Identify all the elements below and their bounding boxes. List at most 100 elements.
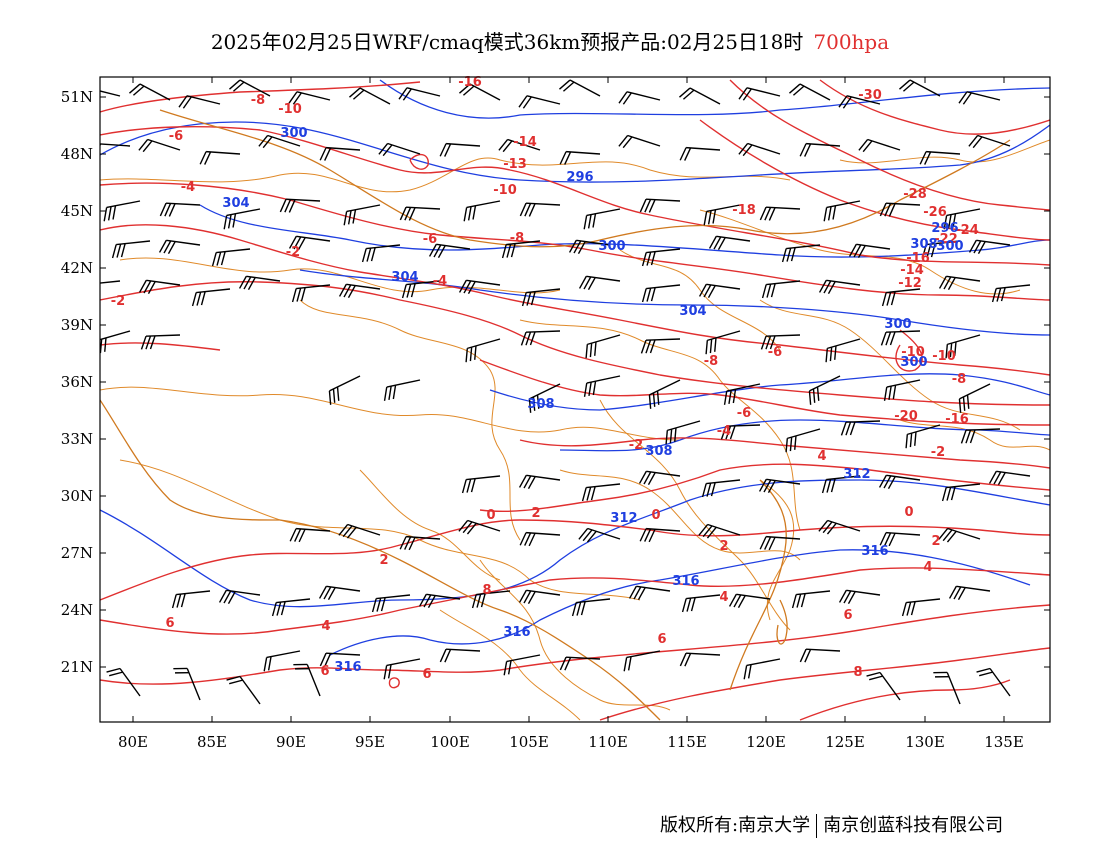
wind-barb — [288, 91, 331, 105]
wind-barb — [378, 142, 421, 157]
wind-barb — [328, 375, 361, 405]
wind-barb — [158, 239, 201, 255]
temp-label: 0 — [486, 508, 495, 523]
wind-barb — [371, 594, 411, 613]
title-text: 2025年02月25日WRF/cmaq模式36km预报产品:02月25日18时 — [210, 30, 804, 54]
wind-barb — [100, 142, 131, 157]
wind-barb — [728, 593, 771, 609]
lon-label: 90E — [276, 733, 306, 751]
wind-barb — [976, 667, 1011, 697]
wind-barb — [698, 523, 741, 539]
wind-barb — [618, 134, 661, 149]
wind-barb — [665, 420, 701, 445]
wind-barb — [571, 598, 611, 617]
wind-barb — [791, 590, 831, 609]
lon-label: 130E — [905, 733, 945, 751]
wind-barb — [628, 585, 671, 601]
temp-label: -30 — [858, 88, 882, 103]
temp-label: -8 — [952, 372, 966, 387]
company-text: 南京创蓝科技有限公司 — [823, 815, 1004, 836]
wind-barb — [258, 134, 301, 149]
wind-barb — [761, 280, 801, 299]
wind-barb — [159, 202, 201, 217]
wind-barb — [138, 138, 181, 153]
wind-barb — [968, 134, 1011, 149]
wind-barb — [338, 283, 381, 299]
wind-barb — [858, 138, 901, 153]
temp-label: 0 — [651, 508, 660, 523]
temp-label: -2 — [629, 438, 643, 453]
wind-barb — [738, 87, 781, 101]
wind-barb — [559, 150, 601, 165]
temp-label: -4 — [433, 274, 447, 289]
wind-barb — [463, 200, 501, 222]
temp-label: 6 — [422, 667, 431, 682]
temp-label: 0 — [904, 505, 913, 520]
wind-barb — [519, 531, 561, 547]
border-lines — [100, 139, 1050, 721]
wind-barb — [428, 243, 471, 259]
wind-barb — [263, 650, 301, 672]
wind-barb — [760, 334, 801, 350]
wind-barb — [866, 671, 901, 701]
wind-barb — [823, 200, 861, 222]
lat-label: 30N — [61, 487, 93, 505]
longitude-axis: 80E 85E 90E 95E 100E 105E 110E 115E 120E 125E 130E… — [118, 77, 1024, 751]
wind-barb — [758, 478, 801, 494]
wind-barb — [338, 523, 381, 539]
lon-label: 95E — [355, 733, 385, 751]
wind-barb — [583, 375, 621, 397]
wind-barb — [901, 598, 941, 617]
wind-barb — [398, 87, 441, 101]
wind-barb — [958, 383, 991, 413]
wind-barb — [226, 675, 261, 705]
wind-barb — [759, 206, 801, 221]
wind-barb — [723, 383, 761, 405]
wind-barb — [705, 330, 741, 355]
wind-barb — [319, 146, 361, 161]
height-label: 308 — [645, 444, 672, 459]
wind-barb — [681, 594, 721, 613]
lon-label: 110E — [588, 733, 628, 751]
lon-label: 105E — [509, 733, 549, 751]
wind-barb — [173, 667, 201, 701]
wind-barb — [899, 79, 941, 97]
wind-barb — [991, 284, 1031, 303]
wind-barb — [471, 590, 511, 609]
temp-label: -4 — [717, 424, 731, 439]
wind-barb — [399, 206, 441, 221]
wind-barb — [399, 535, 441, 551]
wind-barb — [528, 383, 561, 413]
height-label: 300 — [936, 239, 963, 254]
height-label: 304 — [679, 304, 706, 319]
wind-barb — [880, 330, 921, 346]
temp-label: -10 — [901, 345, 925, 360]
temp-label: -24 — [955, 223, 979, 238]
temp-label: -6 — [423, 232, 437, 247]
wind-barb — [879, 531, 921, 547]
wind-barb — [111, 240, 151, 259]
lat-label: 48N — [61, 145, 93, 163]
temp-label: -16 — [945, 412, 969, 427]
wind-barb — [583, 208, 621, 230]
wind-barb — [948, 585, 991, 601]
temp-label: -10 — [278, 102, 302, 117]
height-label: 308 — [910, 237, 937, 252]
wind-barb — [701, 479, 741, 498]
footer: 版权所有:南京大学 南京创蓝科技有限公司 — [660, 811, 1003, 838]
wind-barb — [641, 248, 681, 267]
temp-label: 4 — [923, 560, 932, 575]
wind-barb — [808, 375, 841, 405]
temp-label: -22 — [934, 232, 958, 247]
temp-label: 6 — [165, 616, 174, 631]
wind-barb — [465, 338, 501, 363]
height-labels: 3003042963003043043003083083123123163163… — [222, 126, 963, 675]
wind-barb — [943, 208, 981, 230]
temp-label: -14 — [900, 263, 924, 278]
wind-barb — [439, 648, 481, 663]
temp-label: -8 — [510, 231, 524, 246]
lon-label: 120E — [746, 733, 786, 751]
wind-barb — [785, 428, 821, 453]
height-label: 316 — [503, 625, 530, 640]
wind-barb — [518, 95, 561, 109]
